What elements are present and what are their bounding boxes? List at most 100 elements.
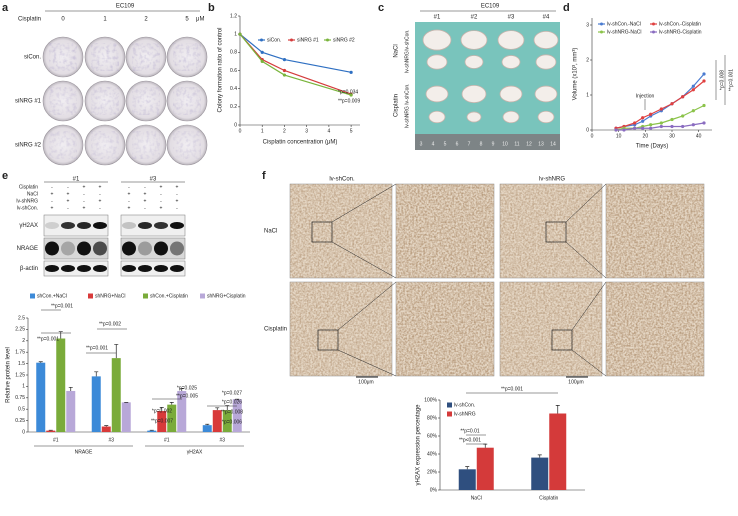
annotation: *p=0.008	[719, 70, 725, 90]
y-tick-label: 0.6	[230, 68, 237, 74]
blot-strip	[43, 237, 109, 260]
legend-swatch	[30, 293, 35, 299]
column-label: 0	[61, 17, 65, 23]
ruler-number: 13	[538, 141, 544, 147]
bar	[232, 399, 242, 432]
colony-texture	[173, 43, 201, 71]
data-point	[691, 123, 695, 127]
data-point	[282, 58, 287, 62]
annotation: **p=0.002	[99, 321, 121, 327]
legend-label: siNRG #2	[333, 37, 355, 43]
y-tick-label: 0.4	[230, 86, 237, 92]
legend-label: shCon.+NaCl	[37, 293, 67, 299]
column-label: 2	[144, 17, 148, 23]
scale-bar-label: 100μm	[358, 379, 373, 385]
zoom-connector	[337, 349, 397, 377]
bar	[549, 413, 567, 490]
y-tick-label: 0	[22, 429, 25, 435]
legend-label: lv-shNRG-Cisplatin	[659, 29, 702, 35]
bar	[111, 358, 121, 432]
panel-label: b	[208, 2, 215, 14]
data-point	[670, 102, 674, 106]
annotation: *p=0.006	[222, 419, 242, 425]
condition-sign: -	[160, 198, 162, 204]
blot-strip	[43, 214, 109, 237]
tumor	[533, 30, 559, 50]
tumor	[534, 85, 558, 103]
ruler-number: 8	[480, 141, 483, 147]
condition-sign: +	[144, 198, 147, 204]
x-tick-label: #1	[53, 437, 59, 443]
legend-marker	[326, 38, 329, 42]
zoom-box	[317, 329, 339, 351]
condition-sign: -	[160, 191, 162, 197]
band-label: β-actin	[20, 266, 38, 272]
x-tick-label: 20	[643, 133, 649, 139]
bar	[91, 376, 101, 432]
data-point	[670, 124, 674, 129]
data-point	[349, 93, 353, 97]
error-bar	[94, 371, 99, 377]
y-tick-label: 0.75	[15, 395, 25, 401]
bar	[458, 469, 476, 490]
bar	[66, 390, 76, 432]
y-tick-label: 60%	[427, 433, 438, 439]
blot-band	[170, 241, 184, 256]
x-axis-title: Time (Days)	[636, 144, 668, 150]
tumor	[428, 110, 446, 124]
series-line	[239, 33, 352, 96]
annotation: **p=0.008	[221, 409, 243, 415]
data-point	[681, 124, 685, 129]
y-tick-label: 100%	[424, 397, 437, 403]
zoom-box	[311, 221, 333, 243]
bar	[167, 404, 177, 432]
series-line	[615, 104, 705, 131]
panel-label: a	[2, 2, 9, 14]
condition-sign: -	[128, 198, 130, 204]
legend-marker	[260, 38, 263, 42]
ruler-number: 14	[550, 141, 556, 147]
bar	[157, 411, 167, 432]
row-label: siNRG #1	[15, 99, 42, 105]
data-point	[649, 126, 653, 130]
tissue-texture	[606, 184, 704, 278]
blot-band	[138, 241, 152, 256]
tissue-texture	[290, 282, 392, 376]
blot-band	[61, 241, 75, 256]
bar	[177, 390, 187, 432]
x-tick-label: Cisplatin	[539, 495, 558, 501]
group-label: NRAGE	[75, 449, 93, 455]
colony-texture	[49, 131, 77, 159]
colony-texture	[173, 131, 201, 159]
row-label: lv-shCon.	[404, 29, 410, 50]
y-axis-title: γH2AX expression percentage	[416, 404, 422, 486]
ruler	[415, 134, 560, 150]
blot-band	[93, 241, 107, 256]
legend-label: lv-shCon.-Cisplatin	[659, 21, 701, 27]
annotation: **p=0.009	[338, 98, 360, 104]
blot-band	[154, 265, 168, 272]
colony-texture	[132, 43, 160, 71]
panel-label: d	[563, 2, 570, 14]
zoom-connector	[331, 241, 397, 279]
y-tick-label: 0	[234, 122, 237, 128]
error-bar	[159, 407, 164, 412]
row-label: siNRG #2	[15, 143, 42, 149]
condition-sign: +	[51, 205, 54, 211]
bar	[476, 447, 494, 490]
row-label: siCon.	[24, 55, 41, 61]
group-label: NaCl	[394, 44, 400, 57]
data-point	[681, 114, 685, 118]
data-point	[702, 103, 706, 108]
legend-swatch	[88, 293, 93, 299]
data-point	[659, 121, 663, 125]
x-tick-label: 10	[616, 133, 622, 139]
blot-strip	[120, 237, 186, 260]
blot-band	[93, 265, 107, 272]
blot-strip	[43, 260, 109, 277]
annotation: **p=0.007	[151, 418, 173, 424]
y-tick-label: 2	[22, 338, 25, 344]
colony-texture	[91, 43, 119, 71]
annotation: **p=0.001	[728, 69, 734, 91]
condition-label: Cisplatin	[19, 184, 38, 190]
